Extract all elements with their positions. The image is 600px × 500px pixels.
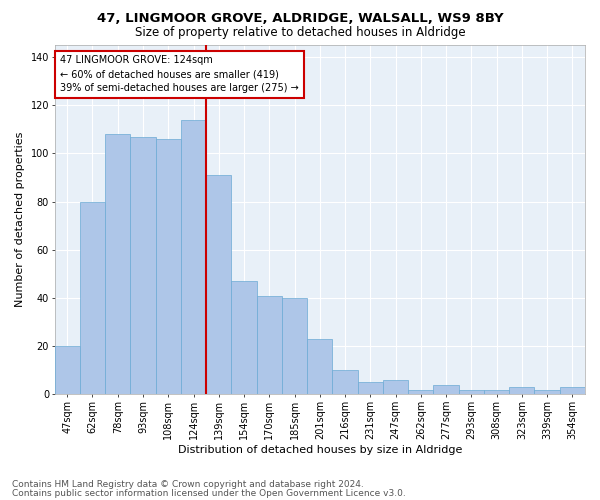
Bar — [206, 175, 232, 394]
Y-axis label: Number of detached properties: Number of detached properties — [15, 132, 25, 308]
Bar — [130, 136, 155, 394]
Bar — [181, 120, 206, 394]
Bar — [232, 281, 257, 394]
Bar — [433, 385, 459, 394]
Bar — [332, 370, 358, 394]
Text: Contains HM Land Registry data © Crown copyright and database right 2024.: Contains HM Land Registry data © Crown c… — [12, 480, 364, 489]
Bar — [535, 390, 560, 394]
Bar — [105, 134, 130, 394]
Bar — [560, 387, 585, 394]
Bar — [55, 346, 80, 395]
Bar — [257, 296, 282, 394]
Bar — [307, 339, 332, 394]
Bar — [383, 380, 408, 394]
Bar — [459, 390, 484, 394]
X-axis label: Distribution of detached houses by size in Aldridge: Distribution of detached houses by size … — [178, 445, 462, 455]
Text: Contains public sector information licensed under the Open Government Licence v3: Contains public sector information licen… — [12, 488, 406, 498]
Bar — [155, 139, 181, 394]
Text: 47, LINGMOOR GROVE, ALDRIDGE, WALSALL, WS9 8BY: 47, LINGMOOR GROVE, ALDRIDGE, WALSALL, W… — [97, 12, 503, 26]
Bar — [358, 382, 383, 394]
Text: 47 LINGMOOR GROVE: 124sqm
← 60% of detached houses are smaller (419)
39% of semi: 47 LINGMOOR GROVE: 124sqm ← 60% of detac… — [60, 56, 299, 94]
Bar — [282, 298, 307, 394]
Bar — [80, 202, 105, 394]
Text: Size of property relative to detached houses in Aldridge: Size of property relative to detached ho… — [134, 26, 466, 39]
Bar — [484, 390, 509, 394]
Bar — [408, 390, 433, 394]
Bar — [509, 387, 535, 394]
